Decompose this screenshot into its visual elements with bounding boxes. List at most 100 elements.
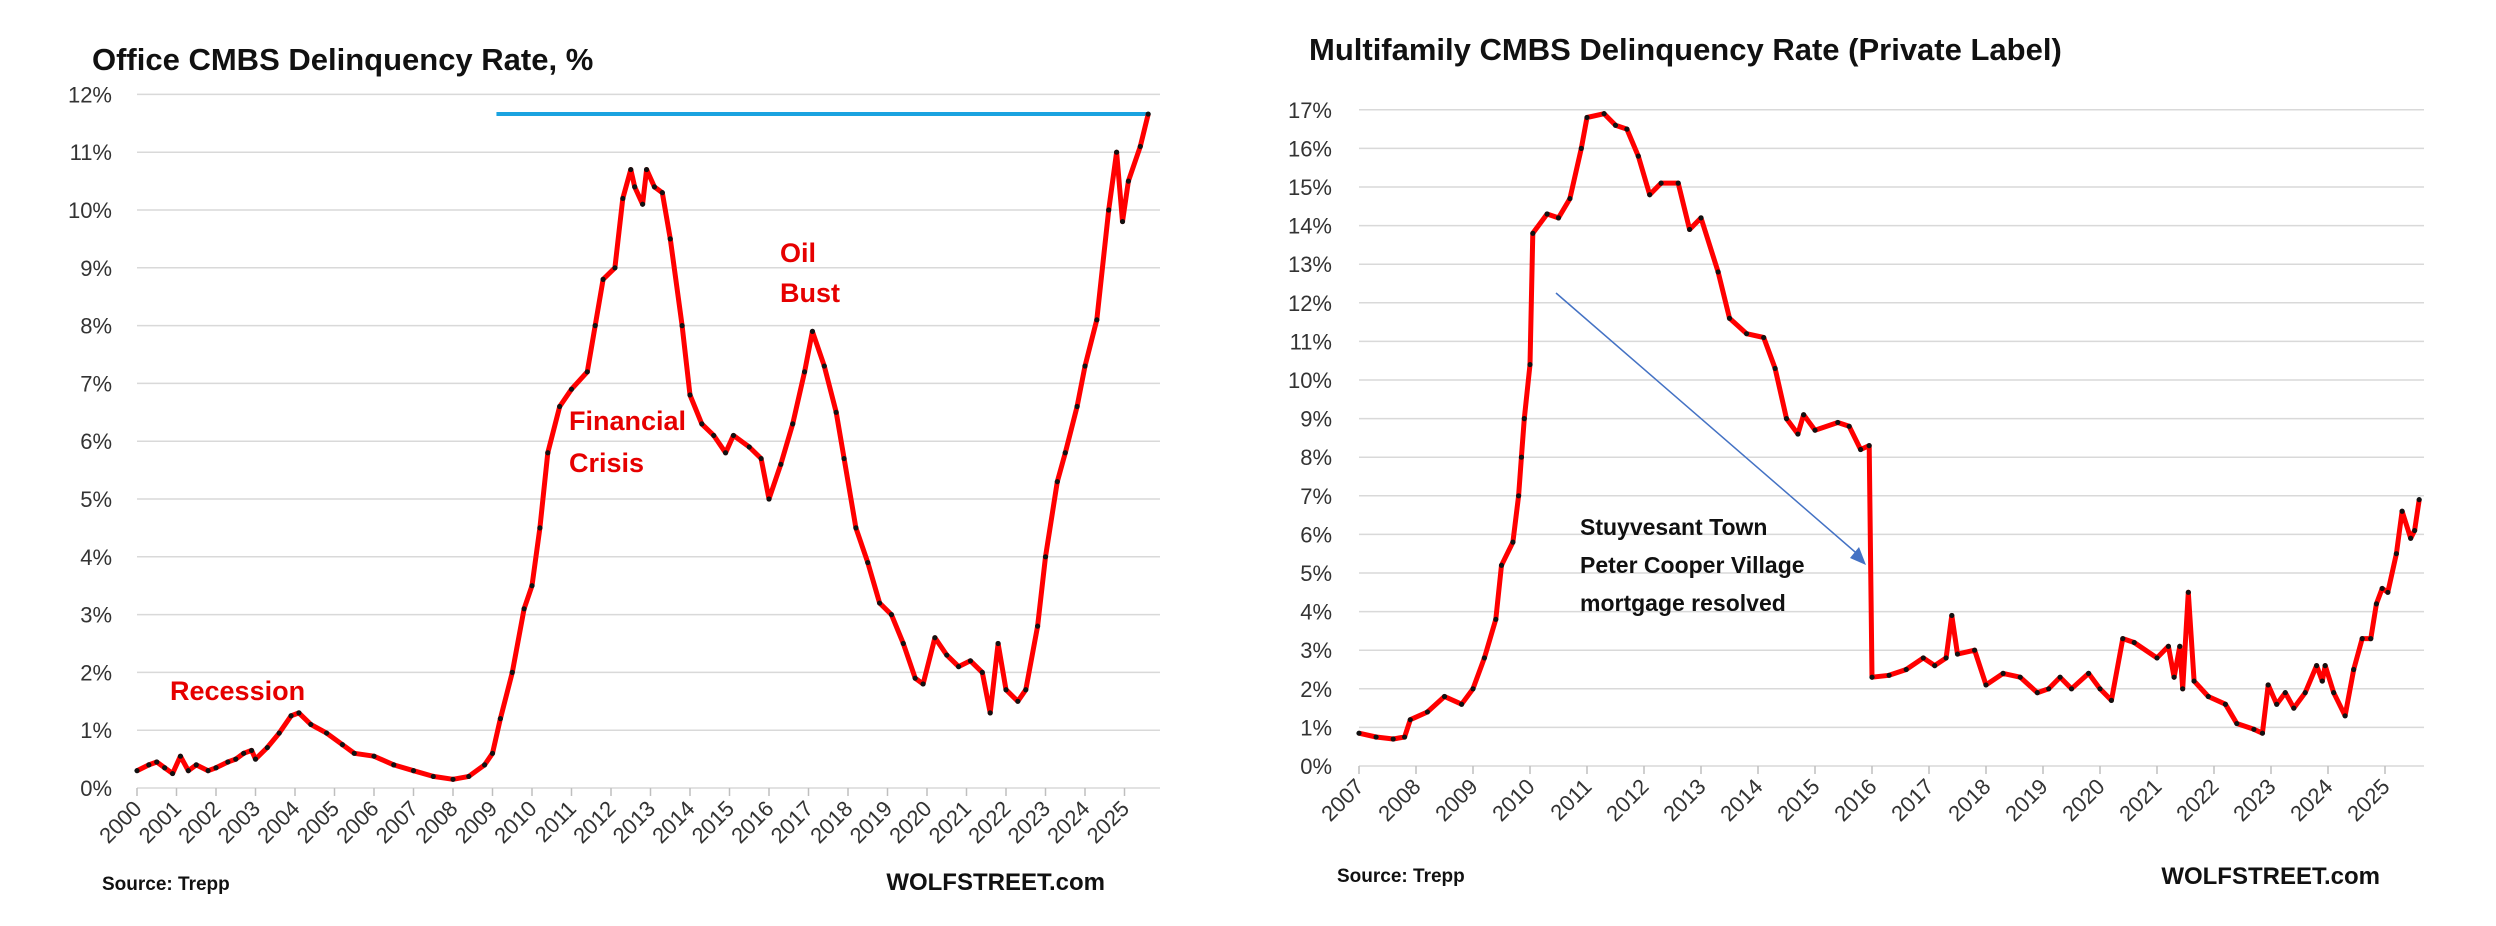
data-point <box>2222 701 2228 707</box>
data-point <box>252 756 259 762</box>
data-point <box>778 461 784 467</box>
y-tick-label: 0% <box>1300 754 1332 779</box>
data-point <box>2291 705 2297 711</box>
x-tick-label: 2024 <box>2285 774 2337 826</box>
series-markers <box>134 111 1151 782</box>
data-point <box>1493 616 1499 622</box>
data-point <box>1042 554 1049 560</box>
data-point <box>2265 682 2271 688</box>
data-point <box>430 773 436 780</box>
brand-label: WOLFSTREET.com <box>2161 863 2380 890</box>
x-tick-label: 2019 <box>845 796 897 848</box>
data-point <box>1125 178 1132 184</box>
data-point <box>584 369 590 375</box>
data-point <box>979 669 985 676</box>
data-point <box>371 753 377 759</box>
x-tick-label: 2011 <box>530 796 581 847</box>
data-point <box>944 652 950 658</box>
data-point <box>2068 686 2075 692</box>
x-tick-label: 2009 <box>450 796 502 848</box>
data-point <box>1567 195 1573 202</box>
x-axis: 2007 2008 2009 2010 2011 2012 2013 2014 2015 2016… <box>1316 766 2395 826</box>
x-tick-label: 2013 <box>1658 774 1710 826</box>
y-tick-label: 14% <box>1288 214 1332 239</box>
data-point <box>1920 655 1926 661</box>
data-point <box>932 635 938 641</box>
y-tick-label: 10% <box>1288 368 1332 393</box>
data-point <box>2351 666 2357 673</box>
data-point <box>679 323 685 329</box>
data-point <box>877 600 883 606</box>
x-tick-label: 2007 <box>371 796 423 848</box>
y-axis: 0% 1% 2% 3% 4% 5% 6% 7% 8% 9% 10% 11% 12% 13% 14% 15% 16… <box>1288 98 1332 779</box>
data-point <box>1114 149 1120 155</box>
data-point <box>1795 431 1801 437</box>
y-tick-label: 1% <box>80 718 112 743</box>
data-point <box>600 276 606 282</box>
data-point <box>545 450 551 456</box>
x-tick-label: 2011 <box>1545 774 1596 825</box>
x-tick-label: 2016 <box>726 796 778 848</box>
y-tick-label: 5% <box>80 487 112 512</box>
data-point <box>450 776 456 782</box>
x-tick-label: 2018 <box>805 796 857 848</box>
data-point <box>2171 674 2177 680</box>
y-tick-label: 9% <box>1300 407 1332 432</box>
brand-label: WOLFSTREET.com <box>886 869 1105 896</box>
data-point <box>2057 674 2063 680</box>
data-point <box>2154 655 2160 661</box>
y-tick-label: 17% <box>1288 98 1332 123</box>
data-point <box>2000 670 2006 676</box>
data-point <box>1812 427 1818 433</box>
x-tick-label: 2015 <box>1772 774 1824 826</box>
data-point <box>1035 623 1041 629</box>
y-tick-label: 2% <box>80 660 112 685</box>
data-point <box>1402 734 1408 740</box>
annotation-crisis: Crisis <box>569 448 644 478</box>
data-point <box>956 664 962 670</box>
y-tick-label: 8% <box>80 314 112 339</box>
y-tick-label: 6% <box>1300 522 1332 547</box>
data-point <box>2359 636 2365 642</box>
data-point <box>1783 416 1790 422</box>
x-tick-label: 2005 <box>292 796 344 848</box>
data-point <box>351 750 357 756</box>
data-point <box>2416 497 2422 503</box>
data-point <box>1715 269 1721 275</box>
data-point <box>1390 736 1396 742</box>
x-tick-label: 2024 <box>1042 796 1094 848</box>
data-point <box>213 765 219 771</box>
data-point <box>2108 697 2114 703</box>
data-point <box>324 730 330 736</box>
data-point <box>2259 730 2266 736</box>
data-point <box>521 606 527 612</box>
y-tick-label: 11% <box>70 140 112 165</box>
data-point <box>853 525 859 531</box>
data-point <box>1675 180 1681 186</box>
x-tick-label: 2016 <box>1829 774 1881 826</box>
data-point <box>568 386 575 392</box>
data-point <box>2185 589 2191 595</box>
data-point <box>225 759 231 765</box>
data-point <box>1726 315 1733 321</box>
data-point <box>790 421 796 427</box>
data-point <box>1903 666 1909 673</box>
x-tick-label: 2017 <box>766 796 818 848</box>
data-point <box>2097 686 2103 692</box>
x-tick-label: 2013 <box>608 796 660 848</box>
grid <box>137 93 1160 789</box>
data-point <box>821 363 827 369</box>
annotation-financial: Financial <box>569 406 686 436</box>
data-point <box>1932 663 1938 669</box>
data-point <box>2373 601 2380 607</box>
x-tick-label: 2012 <box>568 796 620 848</box>
data-point <box>801 369 808 375</box>
data-point <box>1062 450 1068 456</box>
y-tick-label: 7% <box>80 371 112 396</box>
data-point <box>2412 527 2418 534</box>
y-tick-label: 5% <box>1300 561 1332 586</box>
y-tick-label: 12% <box>1288 291 1332 316</box>
data-point <box>557 403 563 410</box>
data-point <box>205 768 211 774</box>
